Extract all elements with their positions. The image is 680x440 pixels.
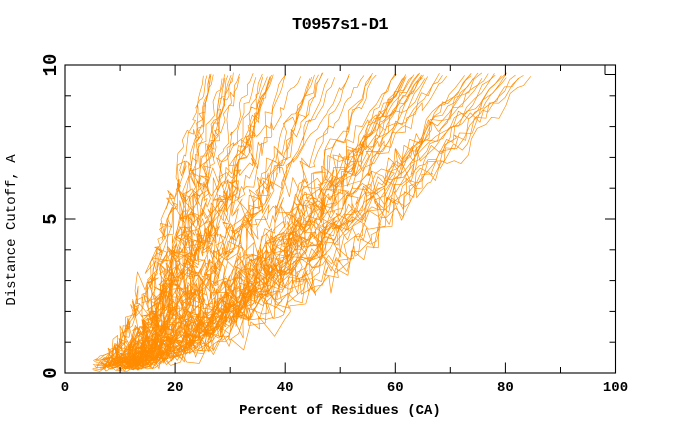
svg-text:60: 60 [387,380,404,396]
svg-text:0: 0 [40,367,62,378]
svg-text:20: 20 [167,380,184,396]
svg-text:100: 100 [603,380,628,396]
svg-text:0: 0 [61,380,69,396]
svg-text:10: 10 [40,54,62,77]
svg-text:40: 40 [277,380,294,396]
svg-text:80: 80 [497,380,514,396]
svg-text:5: 5 [40,213,62,224]
